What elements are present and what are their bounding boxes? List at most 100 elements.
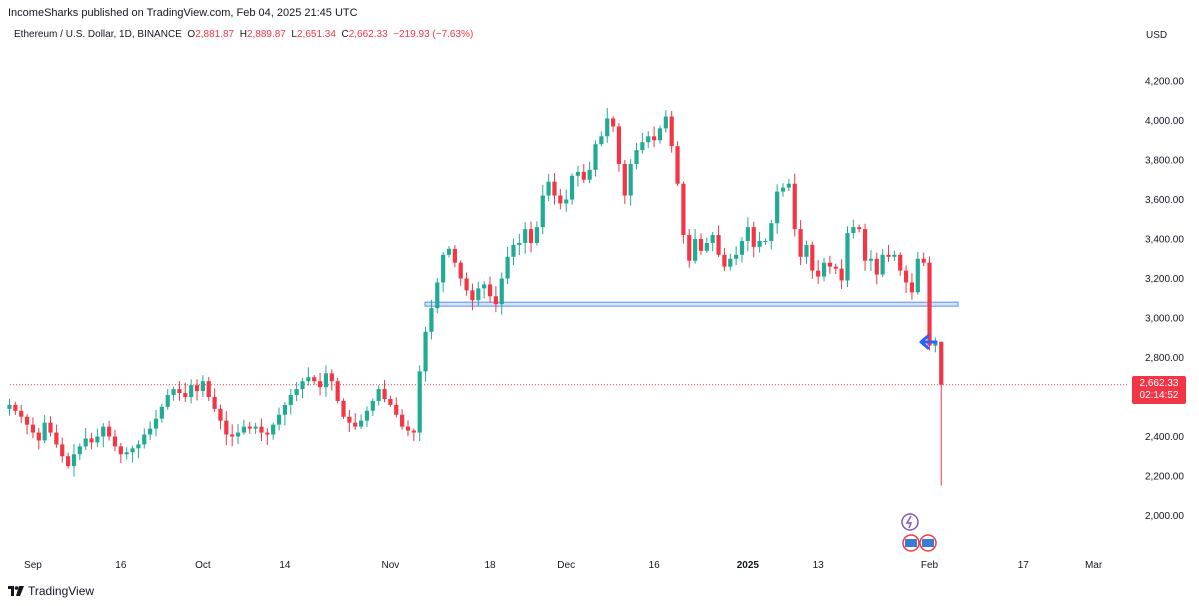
candle: [874, 252, 879, 285]
candle: [599, 131, 604, 147]
candle-body: [616, 126, 622, 164]
candle-body: [775, 191, 780, 224]
candle-body: [435, 282, 440, 309]
tradingview-logo-icon: [8, 586, 24, 596]
candle: [259, 418, 264, 442]
y-tick-label: 4,200.00: [1145, 77, 1184, 88]
candle: [112, 429, 118, 452]
symbol-name: Ethereum / U.S. Dollar, 1D, BINANCE: [14, 29, 182, 40]
candle-body: [364, 410, 370, 421]
candle: [300, 378, 305, 399]
candle-body: [915, 258, 920, 293]
candle-body: [30, 424, 36, 433]
candle-body: [241, 426, 246, 433]
candle-body: [370, 400, 375, 411]
candle: [271, 422, 276, 440]
candle: [42, 414, 47, 444]
candle: [353, 413, 358, 430]
candle-body: [382, 389, 387, 399]
candle: [716, 225, 721, 258]
candle: [640, 132, 645, 154]
y-tick-label: 2,200.00: [1145, 472, 1184, 483]
candle-body: [77, 446, 82, 455]
footer-brand[interactable]: TradingView: [8, 584, 94, 598]
candle: [880, 248, 885, 278]
candle-body: [335, 381, 340, 401]
candle-body: [581, 171, 586, 180]
candle: [487, 276, 493, 303]
last-price-badge: 2,662.33 02:14:52: [1132, 376, 1186, 404]
candle: [441, 252, 446, 293]
candle-body: [212, 397, 217, 409]
candle-body: [235, 432, 241, 437]
candle: [107, 420, 112, 441]
candle: [294, 381, 299, 402]
close-value: 2,662.33: [348, 29, 388, 40]
candle: [763, 238, 768, 245]
candle-body: [306, 377, 311, 382]
candle-body: [523, 229, 528, 243]
x-tick-label: 14: [279, 560, 291, 571]
candle: [71, 443, 77, 477]
candle: [265, 428, 270, 446]
candle: [48, 416, 53, 437]
candle: [282, 402, 288, 426]
candle: [499, 272, 504, 315]
candle-body: [868, 258, 874, 261]
candle-body: [517, 242, 522, 245]
candle: [423, 326, 428, 382]
candle-body: [874, 258, 879, 275]
y-tick-label: 2,000.00: [1145, 511, 1184, 522]
x-tick-label: Oct: [195, 560, 211, 571]
candle-body: [687, 235, 692, 261]
candle-body: [939, 341, 944, 385]
candle: [235, 423, 241, 445]
candle: [24, 414, 30, 435]
candle-body: [880, 254, 885, 275]
candle-body: [259, 426, 264, 433]
candle: [446, 246, 452, 258]
candle-body: [681, 183, 686, 236]
candle-body: [487, 284, 493, 297]
candle-body: [411, 430, 416, 433]
candle: [528, 221, 534, 253]
candle-body: [898, 254, 903, 271]
candle: [142, 428, 147, 449]
candle-body: [405, 426, 411, 431]
candle: [862, 223, 868, 271]
candle: [148, 421, 153, 441]
candle: [411, 428, 416, 442]
candle-body: [628, 163, 633, 196]
candle: [628, 159, 633, 206]
candle: [306, 367, 311, 386]
candle-body: [540, 195, 545, 228]
y-tick-label: 3,600.00: [1145, 195, 1184, 206]
candle: [663, 110, 668, 133]
candle-body: [587, 169, 592, 180]
candle-body: [505, 256, 510, 279]
candle-body: [7, 404, 12, 409]
candle-body: [429, 308, 434, 332]
candle: [200, 375, 205, 397]
x-tick-label: 16: [649, 560, 661, 571]
candle: [610, 116, 616, 132]
candle-body: [693, 239, 698, 261]
candle-body: [265, 432, 270, 435]
candle: [722, 248, 727, 272]
candle: [593, 140, 598, 177]
candle: [177, 381, 182, 401]
candle: [687, 229, 692, 268]
support-zone-box: [424, 301, 959, 307]
low-value: 2,651.34: [296, 29, 336, 40]
candle-body: [921, 258, 926, 263]
candle-body: [927, 262, 932, 346]
currency-label[interactable]: USD: [1146, 30, 1168, 41]
candle: [382, 380, 387, 403]
candle: [83, 428, 88, 451]
high-label: H: [239, 29, 247, 40]
candle: [130, 445, 135, 463]
x-tick-label: Mar: [1085, 560, 1103, 571]
candle: [523, 222, 528, 254]
candle: [323, 365, 329, 397]
